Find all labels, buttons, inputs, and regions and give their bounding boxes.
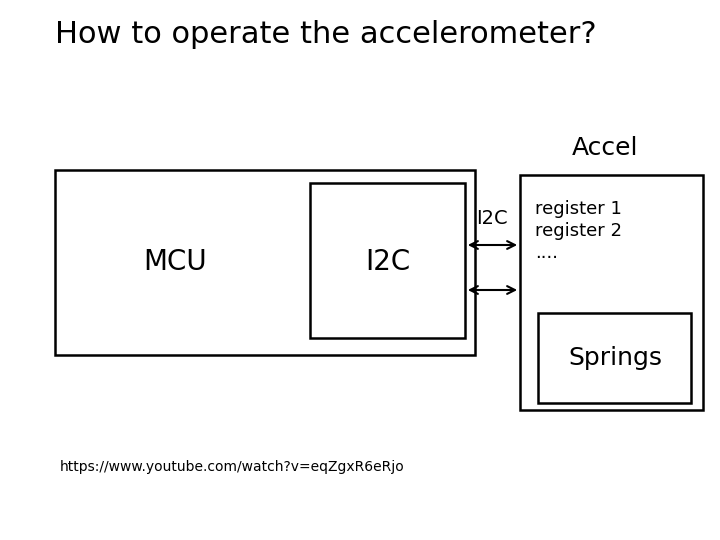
Text: ....: .... — [535, 244, 558, 262]
Bar — [55, 170, 475, 355]
Text: I2C: I2C — [365, 248, 410, 276]
Text: How to operate the accelerometer?: How to operate the accelerometer? — [55, 20, 597, 49]
Text: https://www.youtube.com/watch?v=eqZgxR6eRjo: https://www.youtube.com/watch?v=eqZgxR6e… — [60, 460, 405, 474]
Bar — [520, 175, 703, 410]
Bar — [310, 183, 465, 338]
Bar — [538, 313, 691, 403]
Text: MCU: MCU — [143, 248, 207, 276]
Text: Springs: Springs — [568, 346, 662, 370]
Text: Accel: Accel — [572, 136, 638, 160]
Text: register 2: register 2 — [535, 222, 622, 240]
Text: register 1: register 1 — [535, 200, 622, 218]
Text: I2C: I2C — [476, 209, 508, 228]
